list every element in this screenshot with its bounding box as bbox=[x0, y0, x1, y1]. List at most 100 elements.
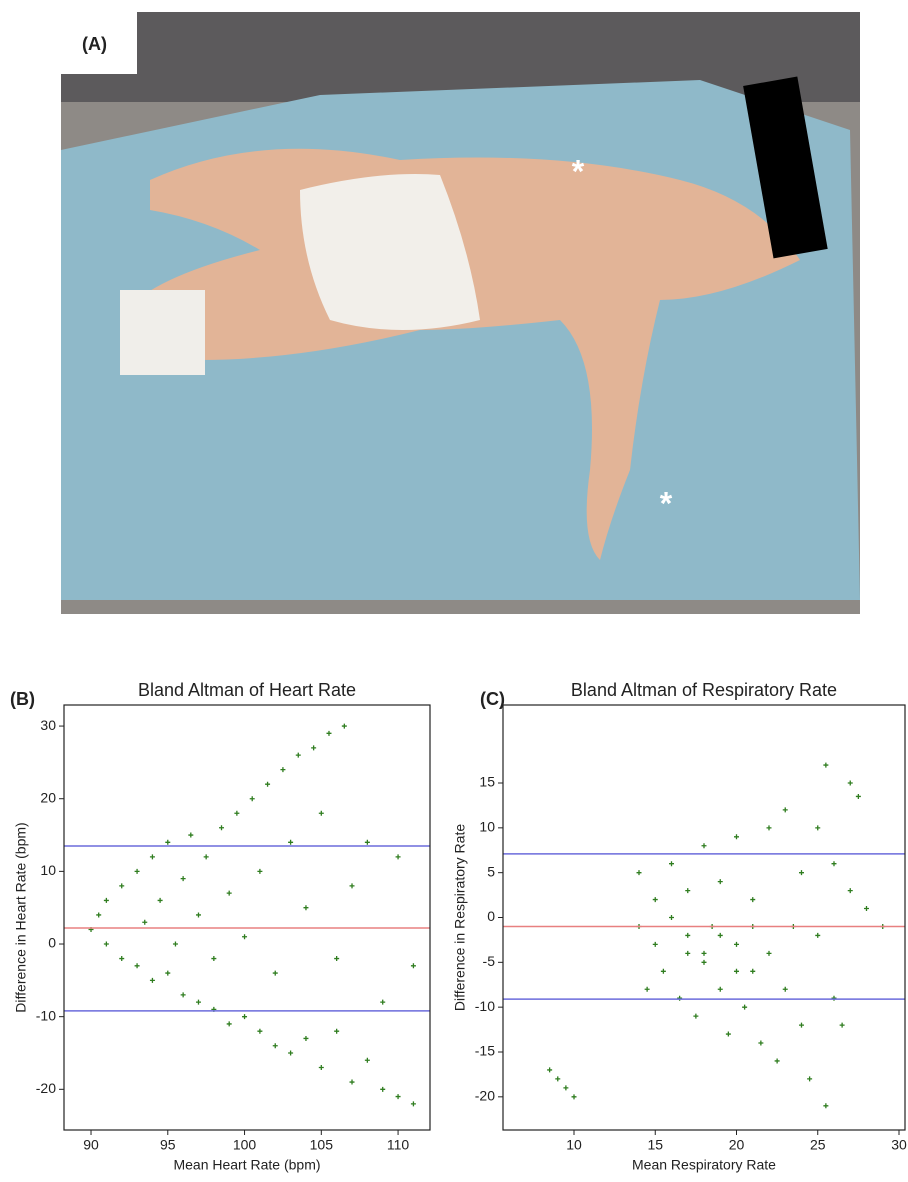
data-point bbox=[326, 731, 331, 736]
data-point bbox=[637, 870, 642, 875]
data-point bbox=[104, 898, 109, 903]
photo: (A) * * bbox=[61, 12, 860, 614]
data-point bbox=[766, 825, 771, 830]
data-point bbox=[734, 834, 739, 839]
data-point bbox=[365, 1058, 370, 1063]
data-point bbox=[411, 963, 416, 968]
data-point bbox=[257, 1029, 262, 1034]
x-tick-label: 110 bbox=[387, 1137, 410, 1153]
data-point bbox=[783, 807, 788, 812]
data-point bbox=[702, 960, 707, 965]
data-point bbox=[173, 942, 178, 947]
x-tick-label: 20 bbox=[729, 1137, 745, 1153]
data-point bbox=[677, 996, 682, 1001]
data-point bbox=[396, 1094, 401, 1099]
y-axis-label: Difference in Respiratory Rate bbox=[452, 824, 468, 1011]
data-point bbox=[227, 891, 232, 896]
data-point bbox=[303, 905, 308, 910]
chart-title: Bland Altman of Heart Rate bbox=[138, 680, 356, 700]
panel-label: (C) bbox=[480, 689, 505, 709]
data-point bbox=[840, 1023, 845, 1028]
page: {"photo": {"label": "(A)", "markers": ["… bbox=[0, 0, 908, 1177]
data-point bbox=[135, 869, 140, 874]
chart-title: Bland Altman of Respiratory Rate bbox=[571, 680, 837, 700]
data-point bbox=[119, 883, 124, 888]
y-axis-label: Difference in Heart Rate (bpm) bbox=[13, 822, 29, 1012]
data-point bbox=[742, 1005, 747, 1010]
data-point bbox=[807, 1076, 812, 1081]
y-tick-label: 10 bbox=[479, 819, 495, 835]
data-point bbox=[280, 767, 285, 772]
data-point bbox=[702, 951, 707, 956]
x-tick-label: 90 bbox=[83, 1137, 99, 1153]
data-point bbox=[831, 996, 836, 1001]
data-point bbox=[411, 1101, 416, 1106]
photo-label: (A) bbox=[82, 34, 107, 54]
data-point bbox=[104, 942, 109, 947]
data-point bbox=[311, 745, 316, 750]
data-point bbox=[273, 1043, 278, 1048]
y-tick-label: -20 bbox=[475, 1088, 495, 1104]
y-tick-label: 20 bbox=[40, 789, 56, 805]
data-point bbox=[718, 987, 723, 992]
x-axis-label: Mean Heart Rate (bpm) bbox=[173, 1157, 320, 1173]
data-point bbox=[296, 753, 301, 758]
data-point bbox=[350, 1080, 355, 1085]
x-tick-label: 10 bbox=[566, 1137, 582, 1153]
data-point bbox=[547, 1067, 552, 1072]
y-tick-label: -10 bbox=[475, 998, 495, 1014]
data-point bbox=[799, 1023, 804, 1028]
x-tick-label: 95 bbox=[160, 1137, 176, 1153]
data-point bbox=[734, 969, 739, 974]
data-point bbox=[150, 978, 155, 983]
y-tick-label: 30 bbox=[40, 717, 56, 733]
y-tick-label: 10 bbox=[40, 862, 56, 878]
data-point bbox=[227, 1021, 232, 1026]
y-tick-label: 0 bbox=[48, 935, 56, 951]
y-tick-label: -5 bbox=[483, 953, 496, 969]
y-tick-label: 15 bbox=[479, 774, 495, 790]
data-point bbox=[653, 942, 658, 947]
data-point bbox=[350, 883, 355, 888]
data-point bbox=[766, 951, 771, 956]
data-point bbox=[188, 833, 193, 838]
y-tick-label: 0 bbox=[487, 908, 495, 924]
data-point bbox=[234, 811, 239, 816]
plot-frame bbox=[64, 705, 430, 1130]
data-point bbox=[823, 1103, 828, 1108]
data-point bbox=[669, 915, 674, 920]
data-point bbox=[661, 969, 666, 974]
x-tick-label: 15 bbox=[647, 1137, 663, 1153]
data-point bbox=[365, 840, 370, 845]
data-point bbox=[196, 1000, 201, 1005]
y-tick-label: -10 bbox=[36, 1007, 56, 1023]
x-tick-label: 25 bbox=[810, 1137, 826, 1153]
panel-label: (B) bbox=[10, 689, 35, 709]
data-point bbox=[158, 898, 163, 903]
data-point bbox=[96, 912, 101, 917]
data-point bbox=[685, 933, 690, 938]
data-point bbox=[196, 912, 201, 917]
data-point bbox=[319, 1065, 324, 1070]
data-point bbox=[135, 963, 140, 968]
data-point bbox=[319, 811, 324, 816]
data-point bbox=[799, 870, 804, 875]
data-point bbox=[758, 1041, 763, 1046]
data-point bbox=[334, 1029, 339, 1034]
data-point bbox=[702, 843, 707, 848]
data-point bbox=[555, 1076, 560, 1081]
data-point bbox=[165, 840, 170, 845]
data-point bbox=[204, 854, 209, 859]
data-point bbox=[848, 781, 853, 786]
data-point bbox=[783, 987, 788, 992]
data-point bbox=[219, 825, 224, 830]
data-point bbox=[750, 969, 755, 974]
photo-cuff bbox=[120, 290, 205, 375]
data-point bbox=[572, 1094, 577, 1099]
data-point bbox=[242, 1014, 247, 1019]
data-point bbox=[142, 920, 147, 925]
data-point bbox=[303, 1036, 308, 1041]
data-point bbox=[775, 1058, 780, 1063]
data-point bbox=[257, 869, 262, 874]
data-point bbox=[815, 933, 820, 938]
